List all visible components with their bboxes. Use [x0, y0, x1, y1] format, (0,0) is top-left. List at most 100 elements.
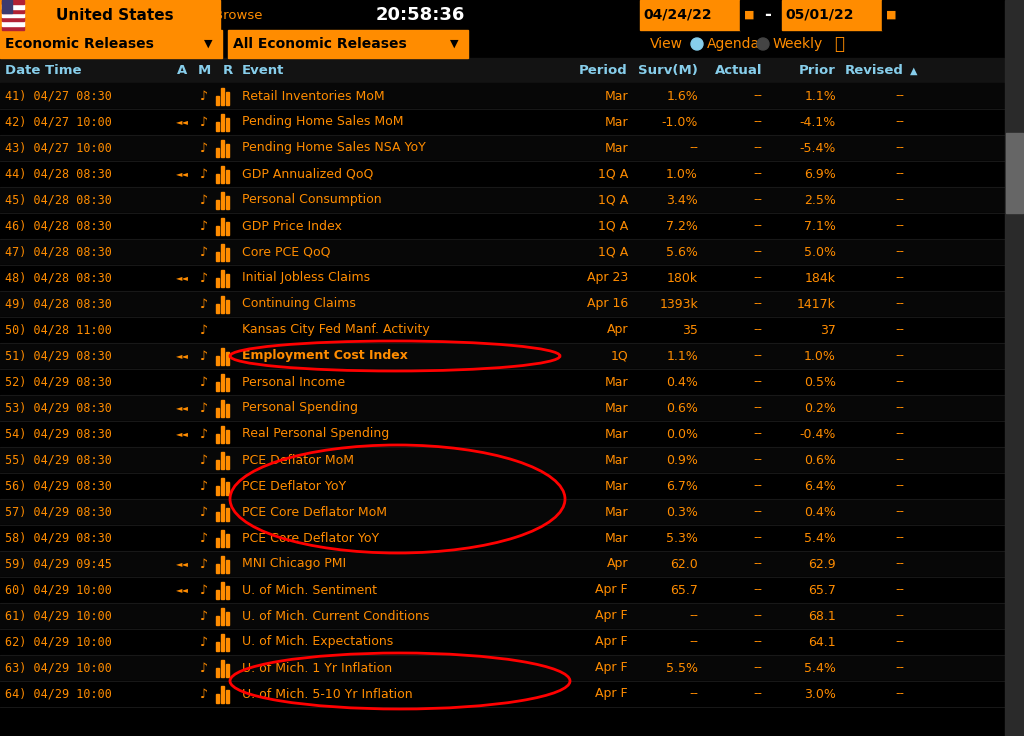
Bar — [0, 161, 1005, 187]
Text: Real Personal Spending: Real Personal Spending — [242, 428, 389, 441]
Bar — [226, 144, 229, 157]
Text: --: -- — [895, 141, 904, 155]
Text: U. of Mich. 5-10 Yr Inflation: U. of Mich. 5-10 Yr Inflation — [242, 687, 413, 701]
Bar — [221, 504, 224, 521]
Text: --: -- — [753, 506, 762, 518]
Text: 3.0%: 3.0% — [804, 687, 836, 701]
Text: --: -- — [753, 428, 762, 441]
Text: ■: ■ — [743, 10, 755, 20]
Text: ♪: ♪ — [200, 609, 208, 623]
Bar — [2, 13, 24, 17]
Text: Apr 16: Apr 16 — [587, 297, 628, 311]
Text: --: -- — [753, 402, 762, 414]
Bar — [640, 0, 740, 30]
Text: 63) 04/29 10:00: 63) 04/29 10:00 — [5, 662, 112, 674]
Text: 5.5%: 5.5% — [666, 662, 698, 674]
Text: 35: 35 — [682, 324, 698, 336]
Text: Surv(M): Surv(M) — [638, 64, 698, 77]
Text: ■: ■ — [886, 10, 896, 20]
Bar — [0, 499, 1005, 525]
Text: 7.1%: 7.1% — [804, 219, 836, 233]
Bar — [221, 192, 224, 209]
Text: ♪: ♪ — [200, 584, 208, 596]
Text: ♪: ♪ — [200, 557, 208, 570]
Bar — [216, 668, 219, 677]
Text: ♪: ♪ — [200, 272, 208, 285]
Bar — [216, 486, 219, 495]
Text: Apr: Apr — [606, 557, 628, 570]
Text: 5.4%: 5.4% — [804, 662, 836, 674]
Bar — [226, 378, 229, 391]
Bar — [221, 634, 224, 651]
Bar — [226, 456, 229, 469]
Text: MNI Chicago PMI: MNI Chicago PMI — [242, 557, 346, 570]
Text: Mar: Mar — [604, 90, 628, 102]
Bar — [226, 274, 229, 287]
Text: ♪: ♪ — [200, 506, 208, 518]
Text: --: -- — [753, 557, 762, 570]
Text: Personal Consumption: Personal Consumption — [242, 194, 382, 207]
Text: ◄◄: ◄◄ — [175, 274, 188, 283]
Text: Kansas City Fed Manf. Activity: Kansas City Fed Manf. Activity — [242, 324, 430, 336]
Text: M: M — [198, 64, 211, 77]
Text: 6.4%: 6.4% — [804, 479, 836, 492]
Bar — [1005, 0, 1024, 736]
Text: 58) 04/29 08:30: 58) 04/29 08:30 — [5, 531, 112, 545]
Text: --: -- — [689, 687, 698, 701]
Bar — [0, 655, 1005, 681]
Text: 04/24/22: 04/24/22 — [643, 8, 712, 22]
Text: --: -- — [753, 662, 762, 674]
Text: 65.7: 65.7 — [670, 584, 698, 596]
Text: 64) 04/29 10:00: 64) 04/29 10:00 — [5, 687, 112, 701]
Text: ◄◄: ◄◄ — [175, 430, 188, 439]
Text: GDP Price Index: GDP Price Index — [242, 219, 342, 233]
Text: --: -- — [895, 246, 904, 258]
Bar — [0, 187, 1005, 213]
Text: --: -- — [895, 116, 904, 129]
Text: --: -- — [753, 297, 762, 311]
Bar — [226, 586, 229, 599]
Bar — [221, 244, 224, 261]
Bar — [0, 603, 1005, 629]
Text: Mar: Mar — [604, 428, 628, 441]
Bar — [226, 248, 229, 261]
Bar — [221, 88, 224, 105]
Text: Agenda: Agenda — [707, 37, 760, 51]
Text: 62.0: 62.0 — [671, 557, 698, 570]
Bar — [2, 17, 24, 21]
Text: --: -- — [895, 479, 904, 492]
Text: 42) 04/27 10:00: 42) 04/27 10:00 — [5, 116, 112, 129]
Text: 6.9%: 6.9% — [804, 168, 836, 180]
Bar — [216, 460, 219, 469]
Text: PCE Deflator MoM: PCE Deflator MoM — [242, 453, 354, 467]
Text: U. of Mich. Sentiment: U. of Mich. Sentiment — [242, 584, 377, 596]
Text: 55) 04/29 08:30: 55) 04/29 08:30 — [5, 453, 112, 467]
Bar — [226, 560, 229, 573]
Text: ♪: ♪ — [200, 402, 208, 414]
Bar — [216, 382, 219, 391]
Text: ▲: ▲ — [910, 66, 918, 76]
Bar — [0, 369, 1005, 395]
Text: 62) 04/29 10:00: 62) 04/29 10:00 — [5, 635, 112, 648]
Bar — [2, 0, 12, 13]
Bar — [0, 135, 1005, 161]
Bar — [0, 0, 52, 30]
Text: ♪: ♪ — [200, 350, 208, 363]
Text: ♪: ♪ — [200, 662, 208, 674]
Bar — [221, 348, 224, 365]
Text: --: -- — [895, 506, 904, 518]
Text: Period: Period — [580, 64, 628, 77]
Bar — [228, 30, 468, 58]
Text: ◄◄: ◄◄ — [175, 118, 188, 127]
Text: Mar: Mar — [604, 375, 628, 389]
Text: Mar: Mar — [604, 453, 628, 467]
Text: ◄◄: ◄◄ — [175, 352, 188, 361]
Text: 51) 04/29 08:30: 51) 04/29 08:30 — [5, 350, 112, 363]
Text: Apr F: Apr F — [595, 687, 628, 701]
Text: ♪: ♪ — [200, 168, 208, 180]
Text: 65.7: 65.7 — [808, 584, 836, 596]
Circle shape — [757, 38, 769, 50]
Bar — [0, 447, 1005, 473]
Text: ◄◄: ◄◄ — [175, 403, 188, 412]
Bar — [226, 430, 229, 443]
